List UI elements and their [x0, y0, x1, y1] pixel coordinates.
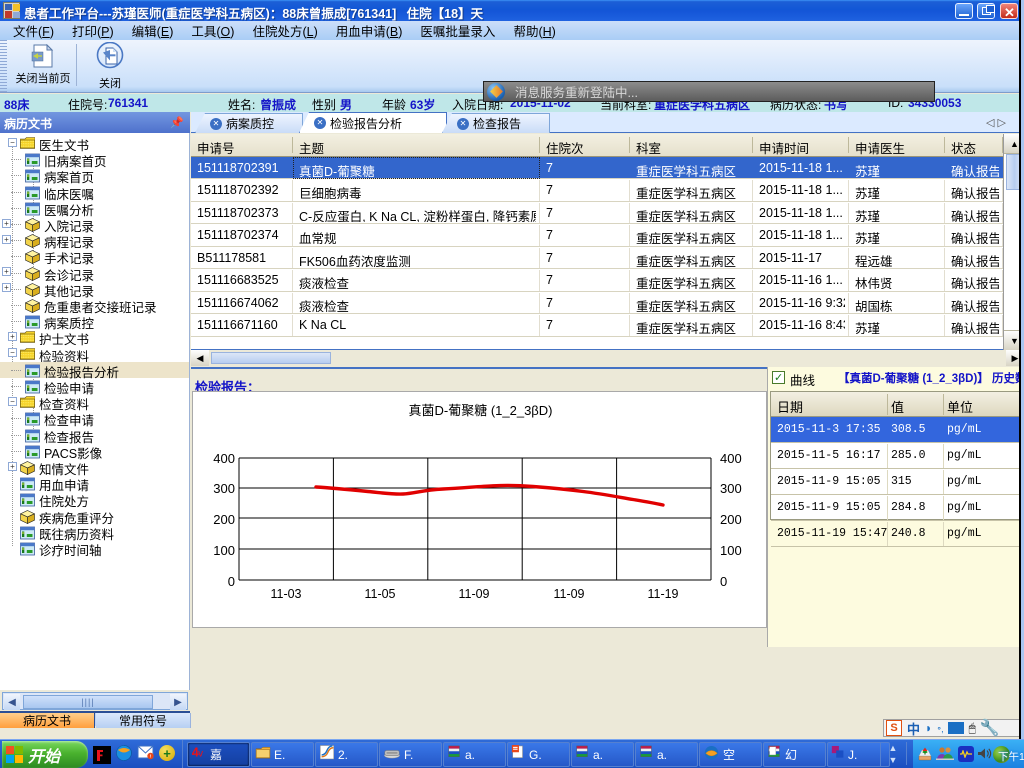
svg-text:11-03: 11-03 — [270, 587, 301, 601]
svg-text:11-09: 11-09 — [553, 587, 584, 601]
svg-text:11-05: 11-05 — [364, 587, 395, 601]
svg-text:0: 0 — [720, 574, 727, 589]
svg-text:v: v — [198, 749, 203, 760]
svg-text:100: 100 — [720, 543, 742, 558]
svg-text:200: 200 — [213, 512, 235, 527]
svg-text:100: 100 — [213, 543, 235, 558]
svg-text:400: 400 — [720, 451, 742, 466]
svg-text:400: 400 — [213, 451, 235, 466]
svg-text:300: 300 — [213, 481, 235, 496]
svg-text:11-19: 11-19 — [647, 587, 678, 601]
svg-text:300: 300 — [720, 481, 742, 496]
svg-text:11-09: 11-09 — [458, 587, 489, 601]
svg-text:200: 200 — [720, 512, 742, 527]
svg-text:0: 0 — [228, 574, 235, 589]
